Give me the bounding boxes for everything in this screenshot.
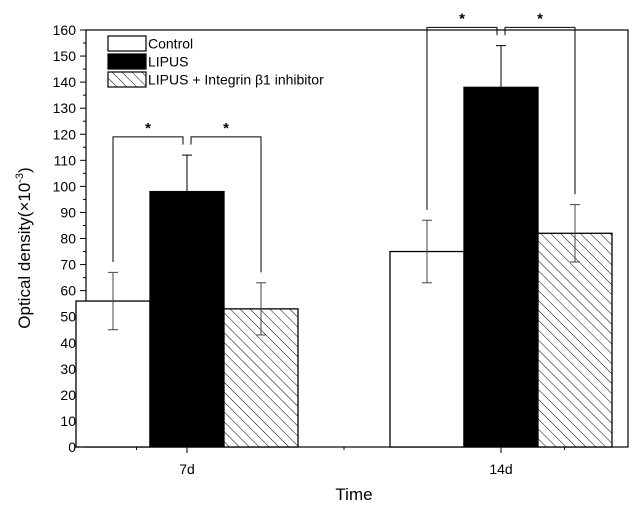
- bar: [149, 190, 225, 448]
- y-tick-label: 160: [53, 22, 77, 38]
- y-axis-title-main: Optical density(×10: [15, 183, 34, 329]
- legend-swatch: [107, 71, 147, 88]
- y-tick-label: 60: [60, 283, 76, 299]
- legend-label: LIPUS + Integrin β1 inhibitor: [148, 72, 324, 88]
- x-tick-label: 7d: [179, 461, 195, 477]
- bar: [463, 86, 539, 448]
- y-tick-label: 70: [60, 257, 76, 273]
- legend: Control LIPUS LIPUS + Integrin β1 inhibito…: [107, 35, 324, 88]
- y-tick-label: 130: [53, 100, 77, 116]
- y-tick-label: 150: [53, 48, 77, 64]
- y-tick-label: 40: [60, 335, 76, 351]
- significance-star: *: [459, 10, 465, 27]
- y-tick-label: 100: [53, 178, 77, 194]
- significance-bracket: [426, 26, 498, 210]
- legend-label: Control: [148, 36, 193, 52]
- x-tick-label: 14d: [489, 461, 512, 477]
- significance-bracket: [504, 26, 576, 195]
- significance-star: *: [223, 120, 229, 137]
- y-tick-label: 110: [54, 152, 77, 168]
- significance-bracket: [190, 136, 262, 273]
- y-tick-label: 20: [60, 387, 76, 403]
- legend-swatch: [107, 53, 147, 70]
- x-axis-title: Time: [335, 485, 372, 504]
- significance-star: *: [537, 10, 543, 27]
- y-axis-title-exponent: -3: [14, 173, 26, 183]
- bar: [537, 232, 613, 448]
- significance-star: *: [145, 120, 151, 137]
- legend-label: LIPUS: [148, 54, 188, 70]
- significance-brackets: * * * *: [112, 10, 576, 273]
- y-tick-label: 10: [60, 413, 76, 429]
- x-axis: 7d 14d: [136, 447, 565, 477]
- bars: [75, 86, 613, 448]
- y-axis: 0 10 20 30 40 50 60 70 80 90 100 110 120 130 140 150 160: [53, 22, 86, 455]
- y-tick-label: 90: [60, 204, 76, 220]
- y-axis-title: Optical density(×10-3): [14, 167, 34, 328]
- legend-swatch: [107, 35, 147, 52]
- y-tick-label: 50: [60, 309, 76, 325]
- significance-bracket: [112, 136, 184, 262]
- error-bars: [108, 45, 580, 336]
- y-tick-label: 120: [53, 126, 77, 142]
- y-tick-label: 0: [68, 439, 76, 455]
- y-tick-label: 140: [53, 74, 77, 90]
- y-tick-label: 30: [60, 361, 76, 377]
- y-axis-title-close: ): [15, 167, 34, 173]
- y-tick-label: 80: [60, 231, 76, 247]
